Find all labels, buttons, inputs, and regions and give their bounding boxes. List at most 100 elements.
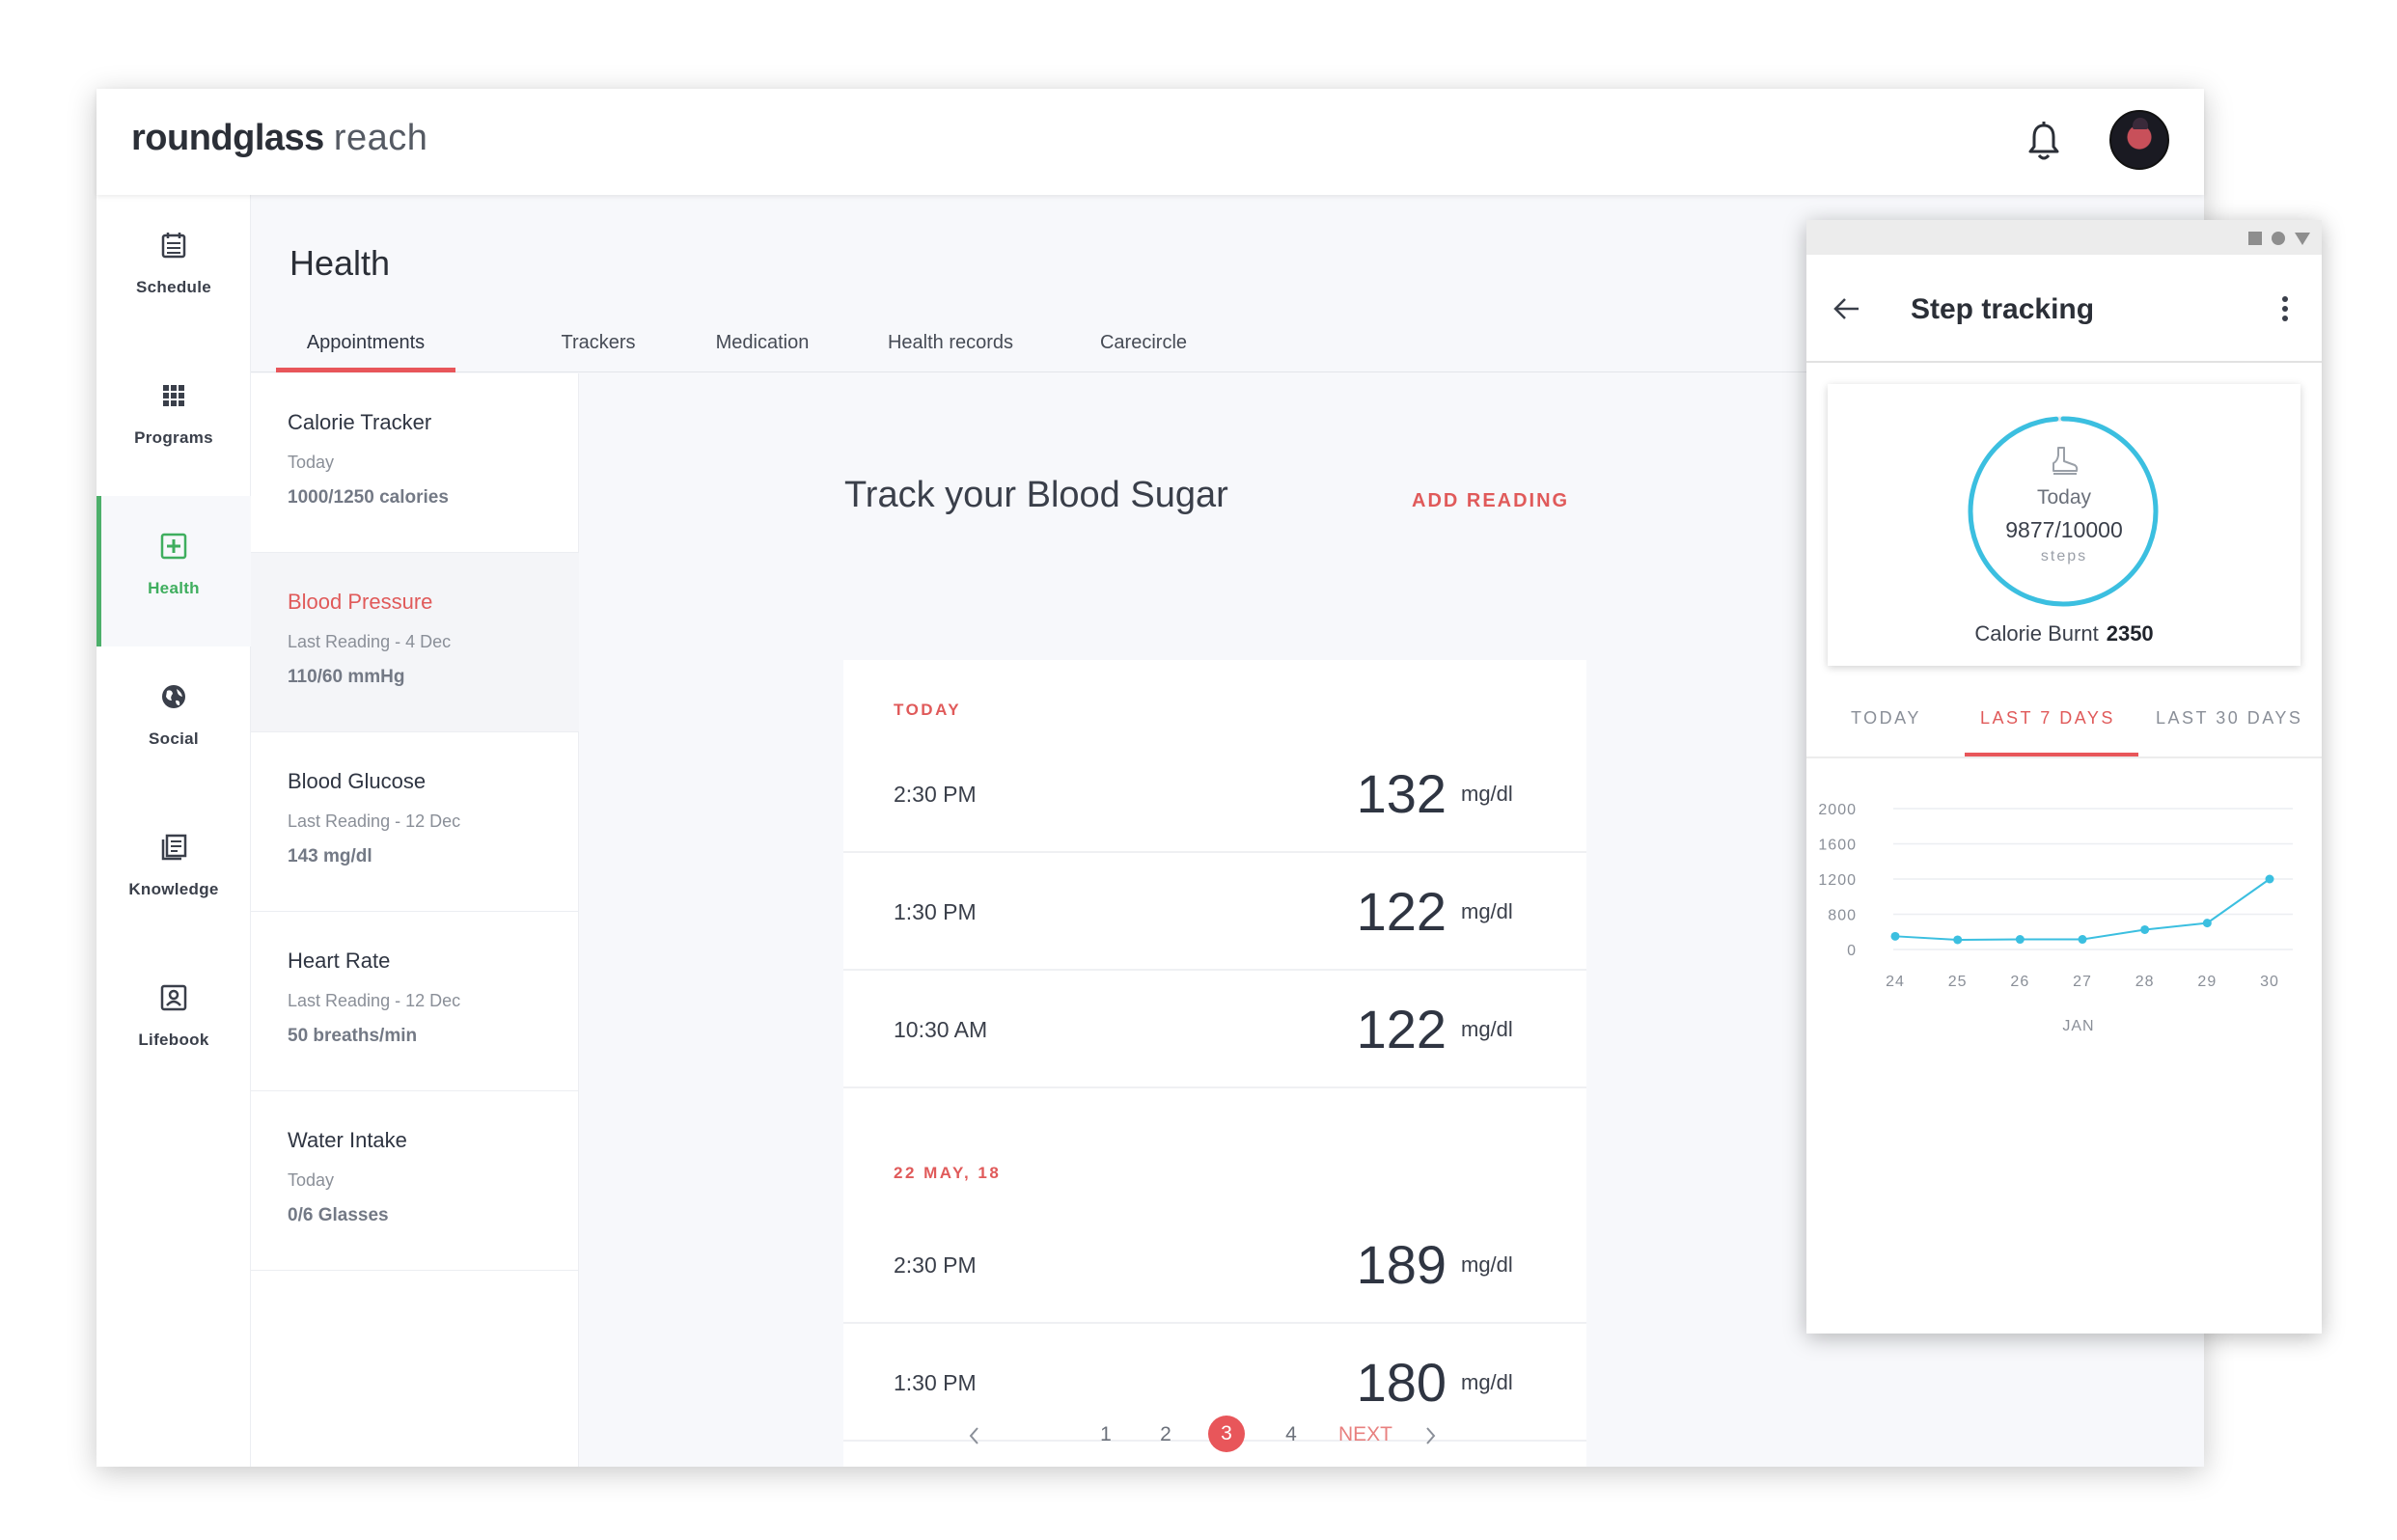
next-page-button[interactable]: NEXT [1337,1423,1392,1445]
list-item-subtitle: Today [288,1170,335,1190]
y-tick-label: 0 [1847,943,1857,959]
portrait-icon [160,984,187,1011]
reading-value: 180 [1356,1352,1446,1413]
add-reading-button[interactable]: ADD READING [1412,490,1570,511]
date-header: TODAY [894,701,962,719]
tab-bar: Appointments Trackers Medication Health … [251,311,1814,372]
nav-item-knowledge[interactable]: Knowledge [96,797,251,948]
page-title: Health [289,243,391,283]
series-line [1894,878,2271,941]
nav-label: Health [148,579,200,597]
list-item-value: 0/6 Glasses [288,1205,389,1225]
app-bar: Step tracking [1806,255,2322,363]
list-item-subtitle: Today [288,453,335,472]
tab-health-records[interactable]: Health records [887,332,1014,353]
reading-time: 2:30 PM [894,782,977,807]
page-2[interactable]: 2 [1160,1423,1171,1445]
page-4[interactable]: 4 [1285,1423,1297,1445]
reading-value: 122 [1356,999,1446,1059]
nav-item-schedule[interactable]: Schedule [96,195,251,345]
nav-label: Lifebook [138,1031,209,1049]
tab-today[interactable]: TODAY [1851,708,1921,728]
list-item-value: 1000/1250 calories [288,487,449,508]
reading-time: 1:30 PM [894,1370,977,1395]
tab-last-7-days[interactable]: LAST 7 DAYS [1980,708,2115,728]
tab-appointments[interactable]: Appointments [276,332,455,372]
steps-line-chart: 2000 1600 1200 800 0 24 25 26 27 28 29 30 JAN [1818,802,2293,1034]
x-tick-label: 30 [2260,974,2279,990]
plus-box-icon [160,533,187,560]
ring-steps-unit: steps [2040,548,2088,564]
next-page-icon[interactable] [1419,1423,1442,1448]
section-title: Track your Blood Sugar [844,475,1228,515]
reading-time: 1:30 PM [894,899,977,924]
user-avatar[interactable] [2109,110,2169,170]
nav-item-social[interactable]: Social [96,646,251,797]
list-item-subtitle: Last Reading - 12 Dec [288,811,461,831]
content-area: Health Appointments Trackers Medication … [251,195,2204,1467]
calorie-value: 2350 [2106,621,2154,646]
reading-time: 10:30 AM [894,1017,988,1042]
x-tick-label: 24 [1886,974,1905,990]
list-item-title: Calorie Tracker [288,410,432,434]
app-logo[interactable]: roundglass reach [131,118,427,159]
reading-row[interactable]: 10:30 AM 122 mg/dl [843,971,1586,1088]
status-square-icon [2248,232,2262,245]
tab-carecircle[interactable]: Carecircle [1099,332,1188,353]
list-item-title: Heart Rate [288,949,391,973]
list-item-value: 143 mg/dl [288,846,372,866]
active-tab-underline [1965,753,2138,756]
nav-item-programs[interactable]: Programs [96,345,251,496]
brand-name: roundglass [131,118,324,158]
nav-item-lifebook[interactable]: Lifebook [96,948,251,1098]
reading-row[interactable]: 2:30 PM 132 mg/dl [843,735,1586,853]
prev-page-icon[interactable] [963,1423,986,1448]
list-item-calorie-tracker[interactable]: Calorie Tracker Today 1000/1250 calories [251,373,579,553]
brand-sub: reach [333,118,428,158]
tab-medication[interactable]: Medication [715,332,810,353]
x-tick-label: 25 [1948,974,1968,990]
book-icon [161,834,187,861]
nav-label: Social [149,729,199,748]
status-circle-icon [2272,232,2285,245]
step-tracking-panel: Step tracking Today 9877/10000 steps Cal… [1806,220,2322,1334]
tracker-list: Calorie Tracker Today 1000/1250 calories… [251,373,579,1467]
date-header: 22 MAY, 18 [894,1164,1002,1182]
tab-last-30-days[interactable]: LAST 30 DAYS [2156,708,2303,728]
tab-trackers[interactable]: Trackers [561,332,636,353]
back-arrow-icon[interactable] [1830,291,1864,326]
data-point [2140,924,2150,934]
data-point [1890,931,1900,941]
list-item-blood-glucose[interactable]: Blood Glucose Last Reading - 12 Dec 143 … [251,732,579,912]
page-1[interactable]: 1 [1100,1423,1112,1445]
more-vert-icon[interactable] [2273,289,2297,328]
list-item-heart-rate[interactable]: Heart Rate Last Reading - 12 Dec 50 brea… [251,912,579,1091]
y-tick-label: 800 [1828,908,1857,924]
status-triangle-icon [2295,233,2310,245]
calorie-burnt: Calorie Burnt 2350 [1828,621,2301,646]
reading-row[interactable]: 2:30 PM 189 mg/dl [843,1206,1586,1324]
y-tick-label: 1200 [1818,872,1857,889]
data-point [1953,935,1963,945]
list-item-blood-pressure[interactable]: Blood Pressure Last Reading - 4 Dec 110/… [251,553,579,732]
status-bar [1806,220,2322,255]
reading-value: 189 [1356,1234,1446,1295]
side-nav: Schedule Programs Health [96,195,251,1467]
calendar-icon [161,233,186,259]
readings-card: TODAY 2:30 PM 132 mg/dl 1:30 PM 122 mg/d… [843,660,1586,1467]
page-3-current[interactable]: 3 [1208,1416,1245,1452]
bell-icon[interactable] [2025,120,2063,162]
nav-item-health[interactable]: Health [96,496,251,646]
list-item-water-intake[interactable]: Water Intake Today 0/6 Glasses [251,1091,579,1271]
reading-time: 2:30 PM [894,1252,977,1278]
top-bar: roundglass reach [96,89,2204,195]
calorie-label: Calorie Burnt [1974,621,2099,646]
reading-row[interactable]: 1:30 PM 122 mg/dl [843,853,1586,971]
shoe-icon [2053,447,2079,475]
reading-unit: mg/dl [1461,1017,1513,1041]
data-point [2265,874,2274,884]
list-item-subtitle: Last Reading - 12 Dec [288,991,461,1010]
list-item-value: 110/60 mmHg [288,667,405,687]
grid-icon [163,385,184,406]
reading-unit: mg/dl [1461,1370,1513,1394]
